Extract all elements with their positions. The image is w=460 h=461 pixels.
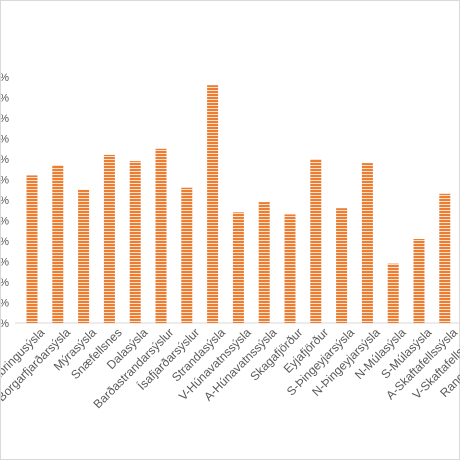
bar <box>26 175 38 323</box>
bar <box>78 189 90 324</box>
y-tick-label: % <box>1 216 9 228</box>
bar <box>181 187 193 323</box>
y-tick-label: % <box>1 277 9 289</box>
bar <box>155 148 167 324</box>
y-tick-label: % <box>1 72 9 84</box>
y-tick-label: % <box>1 257 9 269</box>
bar <box>207 85 219 323</box>
y-tick-label: % <box>1 236 9 248</box>
y-tick-label: % <box>1 154 9 166</box>
y-tick-label: % <box>1 195 9 207</box>
bar <box>387 263 399 323</box>
y-tick-label: % <box>1 93 9 105</box>
bar <box>129 161 141 323</box>
bar <box>336 208 348 323</box>
y-tick-label: % <box>1 318 9 330</box>
bar-series <box>26 85 451 324</box>
bar <box>284 214 296 323</box>
y-tick-label: % <box>1 298 9 310</box>
bar <box>439 193 451 323</box>
y-tick-label: % <box>1 113 9 125</box>
y-tick-label: % <box>1 175 9 187</box>
bar <box>413 239 425 323</box>
bar <box>232 212 244 323</box>
bar <box>361 163 373 323</box>
y-tick-label: % <box>1 134 9 146</box>
bar <box>310 159 322 323</box>
x-axis-labels: GullbringusýslaBorgarfjarðarsýslaMýrasýs… <box>1 325 460 412</box>
bar <box>103 154 115 323</box>
bar <box>258 202 270 323</box>
bar <box>52 165 64 323</box>
